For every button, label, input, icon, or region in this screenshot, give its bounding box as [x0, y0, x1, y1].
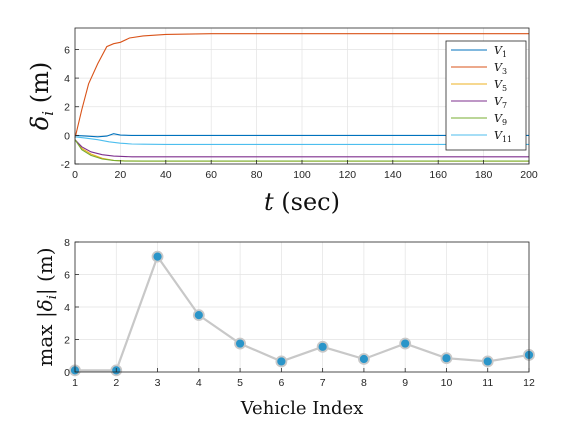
data-point-vehicle-11	[481, 355, 494, 368]
legend-label-subscript: 5	[502, 84, 507, 93]
data-point-vehicle-10	[440, 352, 453, 365]
series-line-v3	[74, 33, 529, 139]
legend-label-base: V	[494, 44, 503, 57]
bottom-xtick-label-6: 7	[320, 377, 326, 389]
bottom-y-axis-label-var: δ	[33, 299, 57, 311]
data-point-vehicle-6	[275, 355, 288, 368]
bottom-ytick-label-1: 2	[64, 335, 70, 347]
top-ytick-label-0: -2	[61, 159, 70, 171]
data-point-vehicle-7	[316, 340, 329, 353]
legend-label-base: V	[494, 61, 503, 74]
legend-label-subscript: 3	[502, 67, 507, 76]
bottom-xtick-label-4: 5	[237, 377, 243, 389]
top-xtick-label-2: 40	[160, 169, 172, 181]
bottom-series	[69, 250, 535, 377]
series-line-v7	[74, 139, 529, 158]
data-point-vehicle-8	[358, 353, 370, 365]
top-xtick-label-3: 60	[205, 169, 217, 181]
top-ytick-label-1: 0	[64, 130, 70, 142]
top-x-axis-label: t (sec)	[264, 188, 340, 216]
bottom-ytick-label-2: 4	[64, 302, 70, 314]
series-line-v11	[74, 136, 529, 145]
max-deviation-line	[75, 254, 530, 372]
legend-label-v11: V11	[494, 129, 512, 144]
legend-label-subscript: 7	[502, 101, 507, 110]
top-xtick-label-0: 0	[72, 169, 78, 181]
legend-label-v3: V3	[494, 61, 507, 76]
bottom-y-axis-label-sub: i	[45, 295, 60, 299]
legend-label-v5: V5	[494, 78, 507, 93]
legend-label-subscript: 11	[502, 135, 512, 144]
bottom-y-axis-label-max: max |	[33, 311, 58, 366]
top-xtick-label-6: 120	[339, 169, 357, 181]
bottom-xtick-label-3: 4	[196, 377, 202, 389]
bottom-xtick-label-0: 1	[72, 377, 78, 389]
bottom-y-axis-label-unit: | (m)	[33, 247, 58, 295]
data-point-vehicle-9	[399, 337, 412, 350]
bottom-xtick-label-1: 2	[113, 377, 119, 389]
top-x-axis-label-unit: (sec)	[274, 188, 340, 216]
top-ytick-label-2: 2	[64, 102, 70, 114]
bottom-ytick-label-4: 8	[64, 237, 70, 249]
top-xtick-label-5: 100	[293, 169, 311, 181]
top-y-axis-label-unit: (m)	[26, 62, 54, 111]
series-line-v9	[74, 139, 529, 162]
legend-label-subscript: 1	[502, 50, 507, 59]
data-point-vehicle-5	[234, 337, 246, 350]
top-x-axis-label-var: t	[264, 188, 274, 216]
bottom-xtick-label-11: 12	[523, 377, 535, 389]
legend-label-base: V	[494, 78, 503, 91]
bottom-y-axis-label: max |δi| (m)	[33, 247, 60, 366]
legend-label-base: V	[494, 129, 503, 142]
legend-label-base: V	[494, 112, 503, 125]
top-y-axis-label-var: δ	[26, 116, 54, 130]
legend-label-subscript: 9	[502, 118, 507, 127]
legend-label-v9: V9	[494, 112, 507, 127]
series-line-v1	[74, 133, 529, 138]
top-series	[74, 33, 529, 162]
bottom-xtick-label-2: 3	[155, 377, 161, 389]
top-ytick-label-3: 4	[64, 73, 70, 85]
top-y-axis-label-sub: i	[39, 111, 57, 116]
legend-box	[445, 40, 527, 151]
bottom-x-axis-label: Vehicle Index	[240, 398, 364, 419]
top-xtick-label-10: 200	[520, 169, 538, 181]
bottom-xtick-label-8: 9	[402, 377, 408, 389]
top-xtick-label-7: 140	[384, 169, 402, 181]
bottom-xtick-label-9: 10	[441, 377, 453, 389]
bottom-ytick-label-0: 0	[64, 367, 70, 379]
top-xtick-label-1: 20	[115, 169, 127, 181]
bottom-xtick-label-7: 8	[361, 377, 367, 389]
top-y-axis-label: δi (m)	[26, 62, 57, 130]
bottom-xtick-label-10: 11	[482, 377, 493, 389]
legend-label-v7: V7	[494, 95, 507, 110]
legend-label-v1: V1	[494, 44, 507, 59]
top-xtick-label-8: 160	[429, 169, 447, 181]
bottom-xtick-label-5: 6	[278, 377, 284, 389]
top-xtick-label-9: 180	[475, 169, 493, 181]
legend-label-base: V	[494, 95, 503, 108]
top-xtick-label-4: 80	[251, 169, 263, 181]
data-point-vehicle-4	[192, 309, 205, 322]
bottom-ytick-label-3: 6	[64, 270, 70, 282]
top-ytick-label-4: 6	[64, 44, 70, 56]
data-point-vehicle-3	[151, 250, 164, 263]
